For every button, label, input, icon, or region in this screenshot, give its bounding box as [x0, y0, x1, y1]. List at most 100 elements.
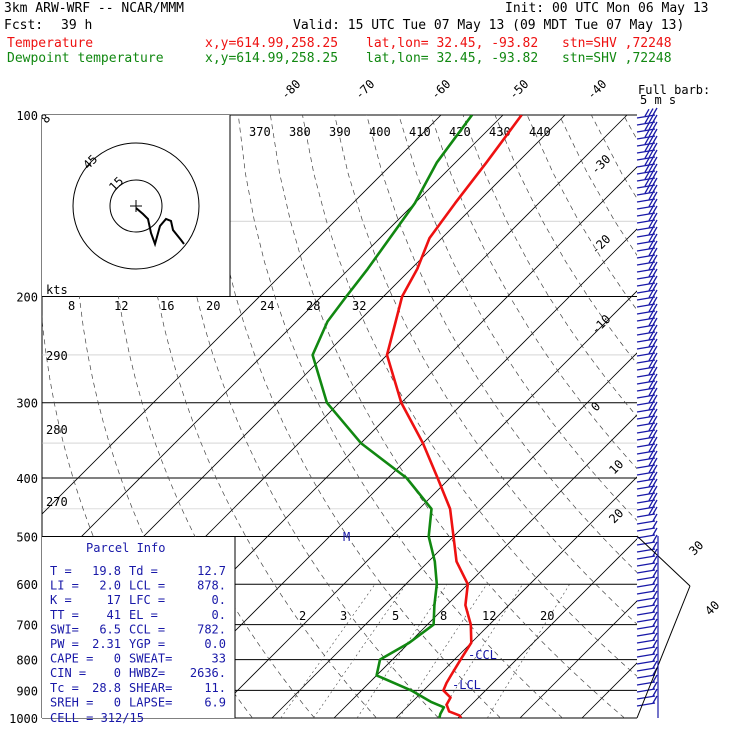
wind-barb-flag — [652, 268, 658, 277]
wind-barb-flag — [652, 247, 658, 256]
wind-barb — [636, 562, 656, 567]
parcel-info-key: LFC = — [129, 593, 165, 607]
wind-barb-flag — [652, 492, 658, 501]
forecast-hours: 39 h — [61, 18, 93, 33]
wind-barb-flag — [648, 283, 654, 291]
barb-unit: 5 m s — [640, 93, 676, 107]
wind-barb — [636, 660, 656, 665]
wind-barb — [636, 324, 656, 329]
wind-barb-flag — [648, 185, 654, 193]
wind-barb — [636, 310, 656, 315]
wind-barb-flag — [652, 520, 658, 529]
wind-barb-flag — [652, 373, 658, 382]
wind-barb — [636, 681, 656, 686]
barb-divider — [636, 585, 691, 719]
wind-barb-flag — [648, 213, 654, 221]
wind-barb-flag — [652, 457, 658, 466]
valid-time: Valid: 15 UTC Tue 07 May 13 (09 MDT Tue … — [293, 18, 685, 33]
parcel-info-key: SWI= — [50, 622, 79, 636]
parcel-info-panel: Parcel Info T = 19.8 Td = 12.7 LI = 2.0 LCL = 87… — [42, 537, 236, 725]
wind-barb-flag — [652, 296, 658, 305]
theta-side-label: 270 — [46, 495, 68, 509]
wind-barb-flag — [648, 276, 654, 284]
wind-barb-flag — [648, 311, 654, 319]
theta-e-label: 16 — [160, 299, 174, 313]
wind-barb-flag — [648, 500, 654, 508]
wind-barb — [636, 422, 656, 427]
wind-barb-flag — [644, 164, 650, 173]
wind-barb-flag — [648, 423, 654, 431]
wind-barb-flag — [652, 471, 658, 480]
isotherm-label: -50 — [506, 77, 531, 102]
wind-barb-flag — [648, 178, 654, 186]
wind-barb — [636, 380, 656, 385]
wind-barb — [636, 695, 656, 700]
wind-barb-flag — [648, 108, 654, 116]
wind-barb-flag — [652, 156, 658, 165]
wind-barb-flag — [652, 695, 658, 704]
wind-barb — [636, 555, 656, 560]
wind-barb — [636, 674, 656, 679]
parcel-info-key: K = — [50, 593, 72, 607]
wind-barb-flag — [648, 507, 654, 515]
wind-barb-flag — [648, 465, 654, 473]
wind-barb — [636, 646, 656, 651]
wind-barb-flag — [652, 366, 658, 375]
wind-barb-flag — [648, 143, 654, 151]
wind-barb-flag — [652, 527, 658, 536]
wind-barb-flag — [648, 388, 654, 396]
dry-adiabat-line — [270, 115, 625, 718]
wind-barb-flag — [652, 562, 658, 571]
wind-barb — [636, 583, 656, 588]
wind-barb-flag — [652, 394, 658, 403]
wind-barb — [636, 387, 656, 392]
hodograph-inner-ring — [109, 179, 163, 233]
hodograph-outer-ring — [72, 142, 200, 270]
parcel-info-value: 0 — [114, 666, 121, 680]
parcel-info-value: 0. — [212, 608, 226, 622]
parcel-info-key: CCL = — [129, 622, 165, 636]
wind-barb — [636, 121, 656, 126]
dry-adiabat-line — [302, 115, 637, 677]
wind-barb — [636, 331, 656, 336]
wind-barb-flag — [652, 415, 658, 424]
mixing-ratio-label: 5 — [392, 609, 399, 623]
wind-barb-flag — [652, 310, 658, 319]
isotherm-line — [42, 115, 504, 577]
wind-barb — [636, 345, 656, 350]
wind-barb — [636, 478, 656, 483]
wind-barb — [636, 534, 656, 539]
dry-adiabat-line — [623, 115, 637, 141]
wind-barb-flag — [652, 513, 658, 522]
temperature-xy: x,y=614.99,258.25 — [205, 36, 339, 51]
wind-barb-flag — [652, 282, 658, 291]
wind-barb-flag — [652, 121, 658, 130]
parcel-info-value: 878. — [197, 579, 226, 593]
wind-barb — [636, 618, 656, 623]
parcel-info-value: 17 — [107, 593, 121, 607]
wind-barb-flag — [652, 380, 658, 389]
dry-adiabat-line — [141, 115, 377, 718]
wind-barb — [636, 471, 656, 476]
wind-barb — [636, 177, 656, 182]
hodograph-units-label: kts — [46, 283, 68, 297]
dry-adiabat-line — [430, 115, 637, 470]
wind-barb-flag — [652, 303, 658, 312]
wind-barb-flag — [652, 534, 658, 543]
wind-barb-flag — [652, 345, 658, 354]
wind-barb-flag — [652, 569, 658, 578]
parcel-info-title: Parcel Info — [86, 541, 165, 555]
isotherm-label: 0 — [588, 399, 603, 414]
wind-barb — [636, 394, 656, 399]
wind-barb — [636, 597, 656, 602]
mixing-ratio-line — [313, 584, 407, 718]
isobar-label: 1000 — [9, 712, 38, 726]
wind-barb-flag — [652, 632, 658, 641]
wind-barb-flag — [652, 590, 658, 599]
wind-barb-flag — [648, 220, 654, 228]
theta-side-label: 290 — [46, 349, 68, 363]
parcel-info-value: 0.0 — [204, 637, 226, 651]
wind-barb — [636, 569, 656, 574]
barb-title: Full barb: — [638, 83, 710, 97]
wind-barb-flag — [648, 241, 654, 249]
